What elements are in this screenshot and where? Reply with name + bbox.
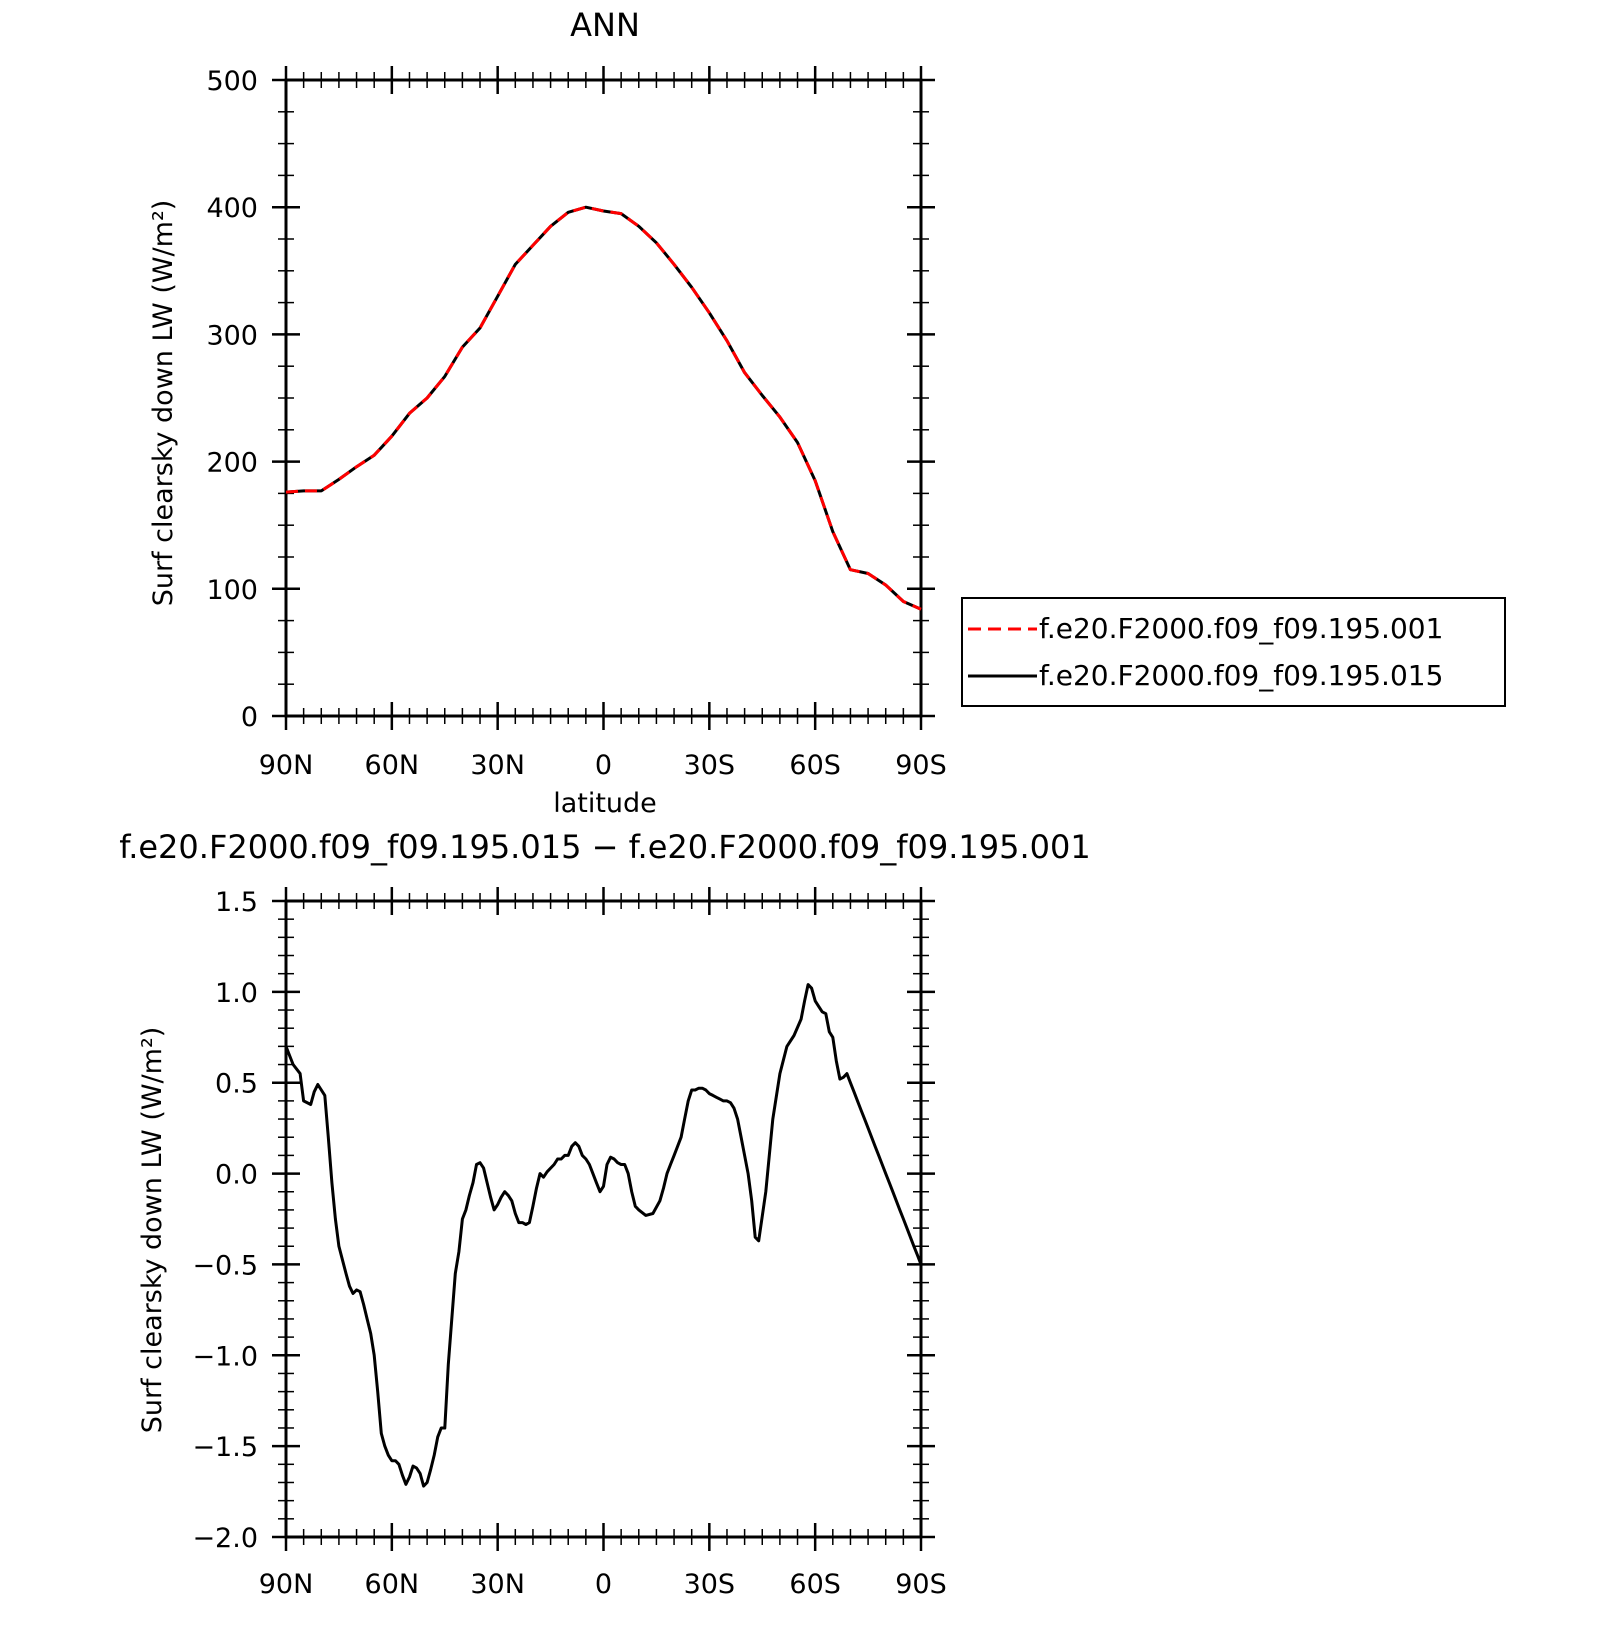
bottom-y-tick-label: 1.0 [215,978,258,1009]
top-y-tick-label: 500 [206,66,258,97]
bottom-panel-title: f.e20.F2000.f09_f09.195.015 − f.e20.F200… [119,828,1091,866]
top-plot-frame [284,78,923,718]
top-y-tick-label: 300 [206,320,258,351]
top-x-tick-label: 90S [895,750,947,781]
bottom-plot-frame [284,899,923,1539]
top-x-tick-label: 30N [470,750,525,781]
top-x-tick-label: 0 [595,750,612,781]
bottom-y-tick-label: −1.0 [192,1341,258,1372]
bottom-y-axis-label: Surf clearsky down LW (W/m²) [137,1027,168,1434]
bottom-y-tick-label: 1.5 [215,887,258,918]
top-x-tick-label: 30S [684,750,736,781]
top-y-tick-label: 200 [206,448,258,479]
bottom-y-tick-label: −0.5 [192,1250,258,1281]
bottom-x-tick-label: 90N [259,1569,314,1600]
legend-label-001: f.e20.F2000.f09_f09.195.001 [1039,612,1443,645]
top-y-tick-label: 100 [206,575,258,606]
bottom-y-tick-label: 0.5 [215,1069,258,1100]
bottom-x-tick-label: 90S [895,1569,947,1600]
top-x-tick-label: 90N [259,750,314,781]
top-panel-title: ANN [570,6,640,44]
top-x-tick-label: 60S [789,750,841,781]
top-y-tick-label: 0 [241,702,258,733]
bottom-x-tick-label: 30S [684,1569,736,1600]
bottom-y-tick-label: 0.0 [215,1160,258,1191]
top-series-line-1 [285,205,922,611]
top-plot-area: 0 100 200 300 400 500 90N 60N 30N 0 30S 60S 90S [206,66,947,781]
bottom-x-tick-label: 60S [789,1569,841,1600]
top-y-axis-label: Surf clearsky down LW (W/m²) [148,200,179,607]
bottom-plot-area: −2.0 −1.5 −1.0 −0.5 0.0 0.5 1.0 1.5 90N 60N 30N 0 30… [192,887,947,1600]
top-x-axis-label: latitude [553,788,657,819]
bottom-y-tick-label: −1.5 [192,1432,258,1463]
bottom-x-tick-label: 30N [470,1569,525,1600]
legend: f.e20.F2000.f09_f09.195.001 f.e20.F2000.… [961,597,1506,707]
top-y-tick-label: 400 [206,193,258,224]
legend-label-015: f.e20.F2000.f09_f09.195.015 [1039,659,1443,692]
bottom-series-line-1 [284,983,923,1488]
top-x-tick-label: 60N [365,750,420,781]
bottom-x-tick-label: 60N [365,1569,420,1600]
bottom-x-tick-label: 0 [595,1569,612,1600]
bottom-panel: f.e20.F2000.f09_f09.195.015 − f.e20.F200… [119,828,1091,1600]
legend-box [961,597,1506,707]
bottom-y-tick-label: −2.0 [192,1523,258,1554]
top-series-line-2 [285,205,922,611]
